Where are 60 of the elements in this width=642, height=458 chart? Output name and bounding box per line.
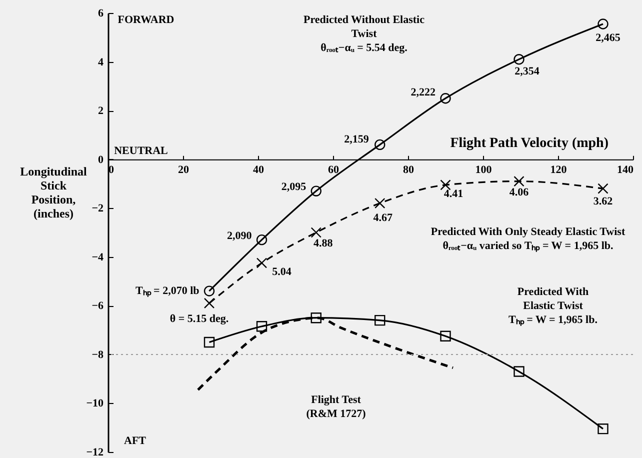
point xyxy=(256,321,268,332)
point xyxy=(256,234,268,246)
y-tick-label: 4 xyxy=(98,56,104,68)
point xyxy=(598,18,608,30)
point xyxy=(440,180,451,190)
point xyxy=(310,312,322,324)
annotation: 2,354 xyxy=(514,65,540,78)
x-tick-label: 100 xyxy=(475,164,492,176)
point xyxy=(440,93,451,104)
x-tick-label: 40 xyxy=(253,164,264,176)
y-tick-label: −2 xyxy=(92,202,104,215)
annotation: 2,095 xyxy=(281,181,307,194)
annotation: θ = 5.15 deg. xyxy=(170,313,229,326)
point xyxy=(204,336,215,348)
annotation: 2,222 xyxy=(410,86,436,98)
y-tick-label: −10 xyxy=(86,398,104,410)
annotation: FORWARD xyxy=(118,14,174,26)
point xyxy=(440,330,451,342)
annotation: 5.04 xyxy=(272,266,292,278)
x-tick-label: 60 xyxy=(328,164,340,176)
annotation: Predicted With Only Steady Elastic Twist θᵣₒₒₜ−αᵤ varied so Tₕₚ = W = 1,965 lb. xyxy=(430,226,626,252)
y-tick-label: −8 xyxy=(92,348,104,361)
x-tick-label: 0 xyxy=(108,164,114,176)
point xyxy=(374,198,386,209)
point xyxy=(514,176,524,187)
y-tick-label: 0 xyxy=(98,154,104,166)
annotation: Predicted Without Elastic Twist θᵣₒₒₜ−αᵤ = 5.54 deg. xyxy=(304,14,425,54)
x-tick-label: 20 xyxy=(178,164,190,176)
annotation: Predicted With Elastic Twist Tₕₚ = W = 1,965 lb. xyxy=(508,286,598,326)
point xyxy=(310,186,322,196)
point xyxy=(374,139,386,150)
annotation: 3.62 xyxy=(593,196,614,208)
annotation: 2,159 xyxy=(344,134,370,146)
annotation: NEUTRAL xyxy=(114,145,168,157)
annotation: 4.88 xyxy=(314,238,334,250)
y-tick-label: −4 xyxy=(92,251,104,264)
point xyxy=(310,227,322,238)
y-axis-title: Longitudinal Stick Position, (inches) xyxy=(20,164,88,221)
annotation: Tₕₚ = 2,070 lb xyxy=(135,285,200,298)
x-tick-label: 120 xyxy=(550,164,568,176)
point xyxy=(374,314,386,326)
annotation: 2,465 xyxy=(596,32,621,44)
annotation: 4.41 xyxy=(444,188,464,200)
annotation: Flight Test (R&M 1727) xyxy=(306,394,366,420)
x-tick-label: 140 xyxy=(617,164,634,176)
point xyxy=(204,286,215,296)
point xyxy=(514,366,524,377)
y-tick-label: −12 xyxy=(86,446,104,458)
point xyxy=(514,54,524,65)
annotation: 2,090 xyxy=(227,230,252,242)
y-tick-label: 6 xyxy=(98,8,104,20)
y-tick-label: −6 xyxy=(92,300,104,312)
point xyxy=(598,183,608,194)
y-tick-label: 2 xyxy=(98,105,104,118)
annotation: AFT xyxy=(124,435,147,447)
x-tick-label: 80 xyxy=(403,164,414,176)
x-axis-title: Flight Path Velocity (mph) xyxy=(450,136,609,151)
annotation: 4.06 xyxy=(509,186,530,198)
point xyxy=(598,423,608,434)
annotation: 4.67 xyxy=(373,212,393,224)
